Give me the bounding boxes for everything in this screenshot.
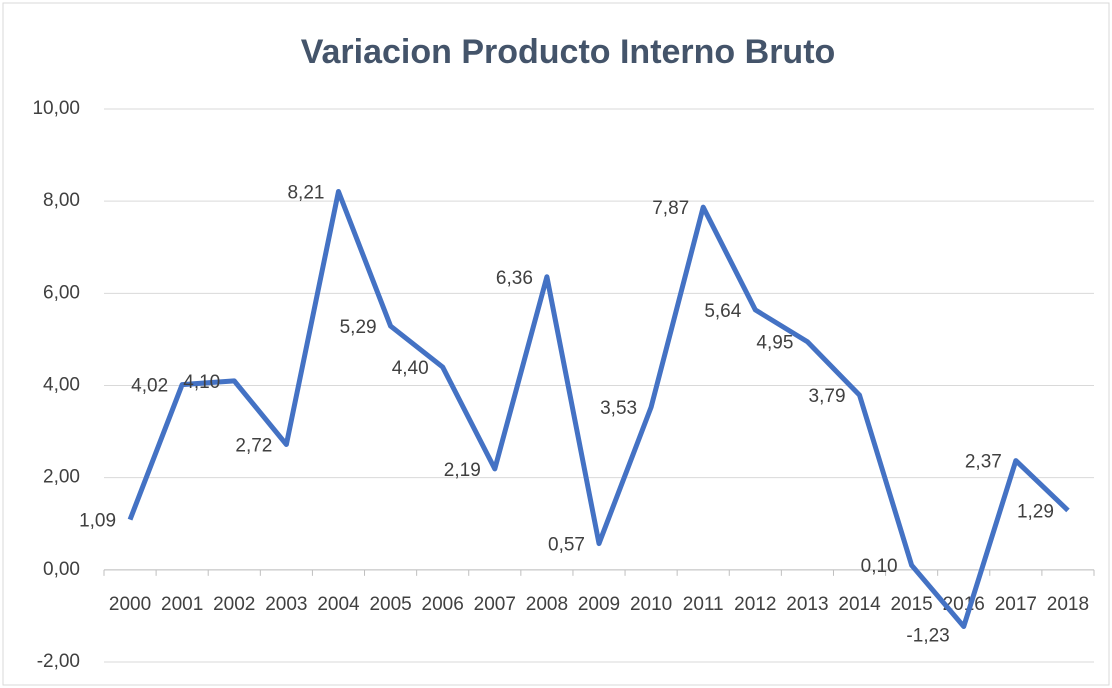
y-tick-label: 2,00 [43, 467, 80, 488]
x-tick-label: 2009 [578, 594, 620, 615]
x-tick-label: 2006 [422, 594, 464, 615]
x-tick-label: 2017 [995, 594, 1037, 615]
data-label: 2,37 [965, 452, 1002, 473]
data-label: 1,09 [79, 511, 116, 532]
data-label: 1,29 [1017, 501, 1054, 522]
data-label: 4,40 [392, 358, 429, 379]
data-label: 8,21 [287, 183, 324, 204]
y-tick-label: 8,00 [43, 190, 80, 211]
x-tick-label: 2010 [630, 594, 672, 615]
data-label: 0,10 [861, 556, 898, 577]
x-tick-label: 2004 [317, 594, 360, 615]
x-tick-label: 2013 [786, 594, 828, 615]
data-label: 5,29 [340, 317, 377, 338]
data-label: 4,02 [131, 376, 168, 397]
x-tick-label: 2001 [161, 594, 203, 615]
y-tick-label: -2,00 [37, 651, 80, 672]
x-tick-label: 2011 [683, 594, 724, 615]
chart-title: Variacion Producto Interno Bruto [301, 33, 836, 71]
x-tick-label: 2015 [890, 594, 932, 615]
data-label: 4,95 [756, 333, 793, 354]
data-label: -1,23 [906, 626, 949, 647]
x-tick-label: 2003 [265, 594, 307, 615]
data-label: 7,87 [652, 198, 689, 219]
x-tick-label: 2005 [369, 594, 411, 615]
x-tick-label: 2007 [474, 594, 516, 615]
x-tick-label: 2014 [838, 594, 881, 615]
data-label: 4,10 [183, 372, 220, 393]
x-tick-label: 2018 [1047, 594, 1089, 615]
x-tick-label: 2002 [213, 594, 255, 615]
data-label: 2,72 [235, 436, 272, 457]
y-tick-label: 6,00 [43, 282, 80, 303]
data-label: 3,79 [809, 386, 846, 407]
data-label: 0,57 [548, 535, 585, 556]
x-tick-label: 2000 [109, 594, 151, 615]
x-tick-label: 2012 [734, 594, 776, 615]
y-tick-label: 0,00 [43, 559, 80, 580]
line-series [127, 188, 1070, 630]
data-label: 2,19 [444, 460, 481, 481]
x-tick-label: 2008 [526, 594, 568, 615]
data-label: 6,36 [496, 268, 533, 289]
y-tick-label: 10,00 [32, 98, 80, 119]
y-tick-label: 4,00 [43, 375, 80, 396]
data-label: 5,64 [704, 301, 741, 322]
data-label: 3,53 [600, 398, 637, 419]
